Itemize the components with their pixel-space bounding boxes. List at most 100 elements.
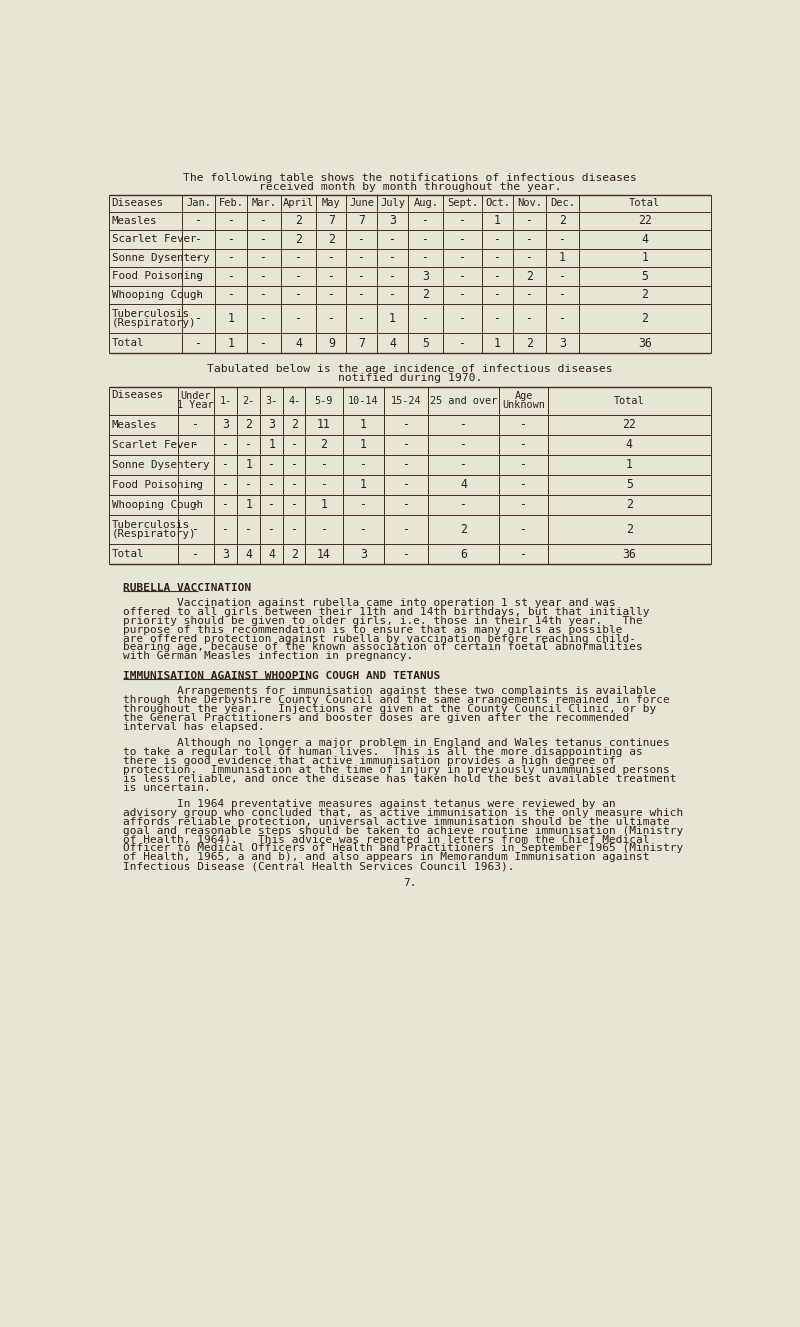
Text: IMMUNISATION AGAINST WHOOPING COUGH AND TETANUS: IMMUNISATION AGAINST WHOOPING COUGH AND … — [123, 671, 441, 681]
Text: bearing age, because of the known association of certain foetal abnormalities: bearing age, because of the known associ… — [123, 642, 643, 653]
Text: advisory group who concluded that, as active immunisation is the only measure wh: advisory group who concluded that, as ac… — [123, 808, 683, 817]
Text: 5: 5 — [642, 269, 648, 283]
Text: -: - — [520, 438, 527, 451]
Text: -: - — [494, 232, 501, 245]
Text: -: - — [422, 215, 430, 227]
Text: July: July — [380, 198, 405, 208]
Text: -: - — [195, 312, 202, 325]
Text: 3: 3 — [422, 269, 430, 283]
Text: Although no longer a major problem in England and Wales tetanus continues: Although no longer a major problem in En… — [123, 738, 670, 748]
Text: -: - — [227, 288, 234, 301]
Text: 1: 1 — [246, 499, 252, 511]
Text: Measles: Measles — [112, 419, 157, 430]
Text: -: - — [459, 288, 466, 301]
Text: -: - — [402, 548, 410, 561]
Text: Mar.: Mar. — [251, 198, 277, 208]
Text: -: - — [494, 269, 501, 283]
Text: -: - — [559, 232, 566, 245]
Text: 3: 3 — [389, 215, 396, 227]
Text: -: - — [459, 232, 466, 245]
Text: -: - — [402, 523, 410, 536]
Text: 22: 22 — [622, 418, 636, 431]
Text: 1: 1 — [227, 337, 234, 350]
Text: -: - — [526, 312, 533, 325]
Text: Tuberculosis: Tuberculosis — [112, 520, 190, 529]
Text: -: - — [360, 523, 367, 536]
Text: -: - — [459, 215, 466, 227]
Text: -: - — [321, 523, 327, 536]
Text: Vaccination against rubella came into operation 1 st year and was: Vaccination against rubella came into op… — [123, 598, 616, 608]
Text: notified during 1970.: notified during 1970. — [338, 373, 482, 384]
Text: 1: 1 — [321, 499, 327, 511]
Text: -: - — [195, 288, 202, 301]
Text: Feb.: Feb. — [218, 198, 243, 208]
Text: to take a regular toll of human lives.  This is all the more disappointing as: to take a regular toll of human lives. T… — [123, 747, 643, 758]
Text: 7: 7 — [358, 337, 365, 350]
Text: -: - — [192, 479, 199, 491]
Text: the General Practitioners and booster doses are given after the recommended: the General Practitioners and booster do… — [123, 713, 630, 723]
Text: 3: 3 — [222, 548, 229, 561]
Text: -: - — [290, 458, 298, 471]
Text: 2: 2 — [328, 232, 334, 245]
Text: -: - — [422, 232, 430, 245]
Text: -: - — [358, 288, 365, 301]
Text: 2: 2 — [295, 232, 302, 245]
Text: -: - — [520, 523, 527, 536]
Text: -: - — [222, 523, 229, 536]
Text: -: - — [526, 288, 533, 301]
Text: -: - — [195, 269, 202, 283]
Text: (Respiratory): (Respiratory) — [112, 529, 196, 539]
Text: priority should be given to older girls, i.e. those in their 14th year.   The: priority should be given to older girls,… — [123, 616, 643, 626]
Text: -: - — [290, 438, 298, 451]
Text: there is good evidence that active immunisation provides a high degree of: there is good evidence that active immun… — [123, 756, 616, 766]
Text: -: - — [559, 312, 566, 325]
Text: 36: 36 — [638, 337, 652, 350]
Text: 1: 1 — [494, 337, 501, 350]
Text: 1: 1 — [494, 215, 501, 227]
Text: Sonne Dysentery: Sonne Dysentery — [112, 460, 209, 470]
Text: Age: Age — [514, 391, 533, 401]
Text: -: - — [459, 337, 466, 350]
Text: -: - — [290, 479, 298, 491]
Text: 2: 2 — [321, 438, 327, 451]
Text: -: - — [459, 269, 466, 283]
Text: 4-: 4- — [288, 395, 300, 406]
Text: 1 Year: 1 Year — [178, 401, 214, 410]
Text: -: - — [422, 312, 430, 325]
Text: 2: 2 — [422, 288, 430, 301]
Text: -: - — [261, 232, 267, 245]
Text: 1: 1 — [360, 438, 367, 451]
Text: 3-: 3- — [266, 395, 278, 406]
Text: 7.: 7. — [403, 877, 417, 888]
Text: of Health, 1964).   This advice was repeated in letters from the Chief Medical: of Health, 1964). This advice was repeat… — [123, 835, 650, 844]
Text: -: - — [246, 479, 252, 491]
Text: 1: 1 — [268, 438, 275, 451]
Text: 3: 3 — [360, 548, 367, 561]
Text: -: - — [328, 269, 334, 283]
Text: -: - — [192, 548, 199, 561]
Text: Arrangements for immunisation against these two complaints is available: Arrangements for immunisation against th… — [123, 686, 657, 697]
Text: June: June — [349, 198, 374, 208]
Text: 2: 2 — [290, 548, 298, 561]
Text: Officer to Medical Officers of Health and Practitioners in September 1965 (Minis: Officer to Medical Officers of Health an… — [123, 844, 683, 853]
Text: Diseases: Diseases — [112, 198, 164, 208]
Text: -: - — [290, 523, 298, 536]
Text: -: - — [360, 499, 367, 511]
Text: -: - — [227, 269, 234, 283]
Text: -: - — [227, 232, 234, 245]
Text: -: - — [261, 269, 267, 283]
Text: 2: 2 — [526, 337, 533, 350]
Text: April: April — [282, 198, 314, 208]
Text: -: - — [520, 458, 527, 471]
Text: Tuberculosis: Tuberculosis — [112, 309, 190, 318]
Text: Whooping Cough: Whooping Cough — [112, 289, 202, 300]
Text: -: - — [459, 312, 466, 325]
Text: -: - — [290, 499, 298, 511]
Text: 2: 2 — [246, 418, 252, 431]
Text: 4: 4 — [246, 548, 252, 561]
Text: -: - — [526, 215, 533, 227]
Text: -: - — [192, 418, 199, 431]
Text: May: May — [322, 198, 341, 208]
Text: Food Poisoning: Food Poisoning — [112, 271, 202, 281]
Text: -: - — [358, 312, 365, 325]
